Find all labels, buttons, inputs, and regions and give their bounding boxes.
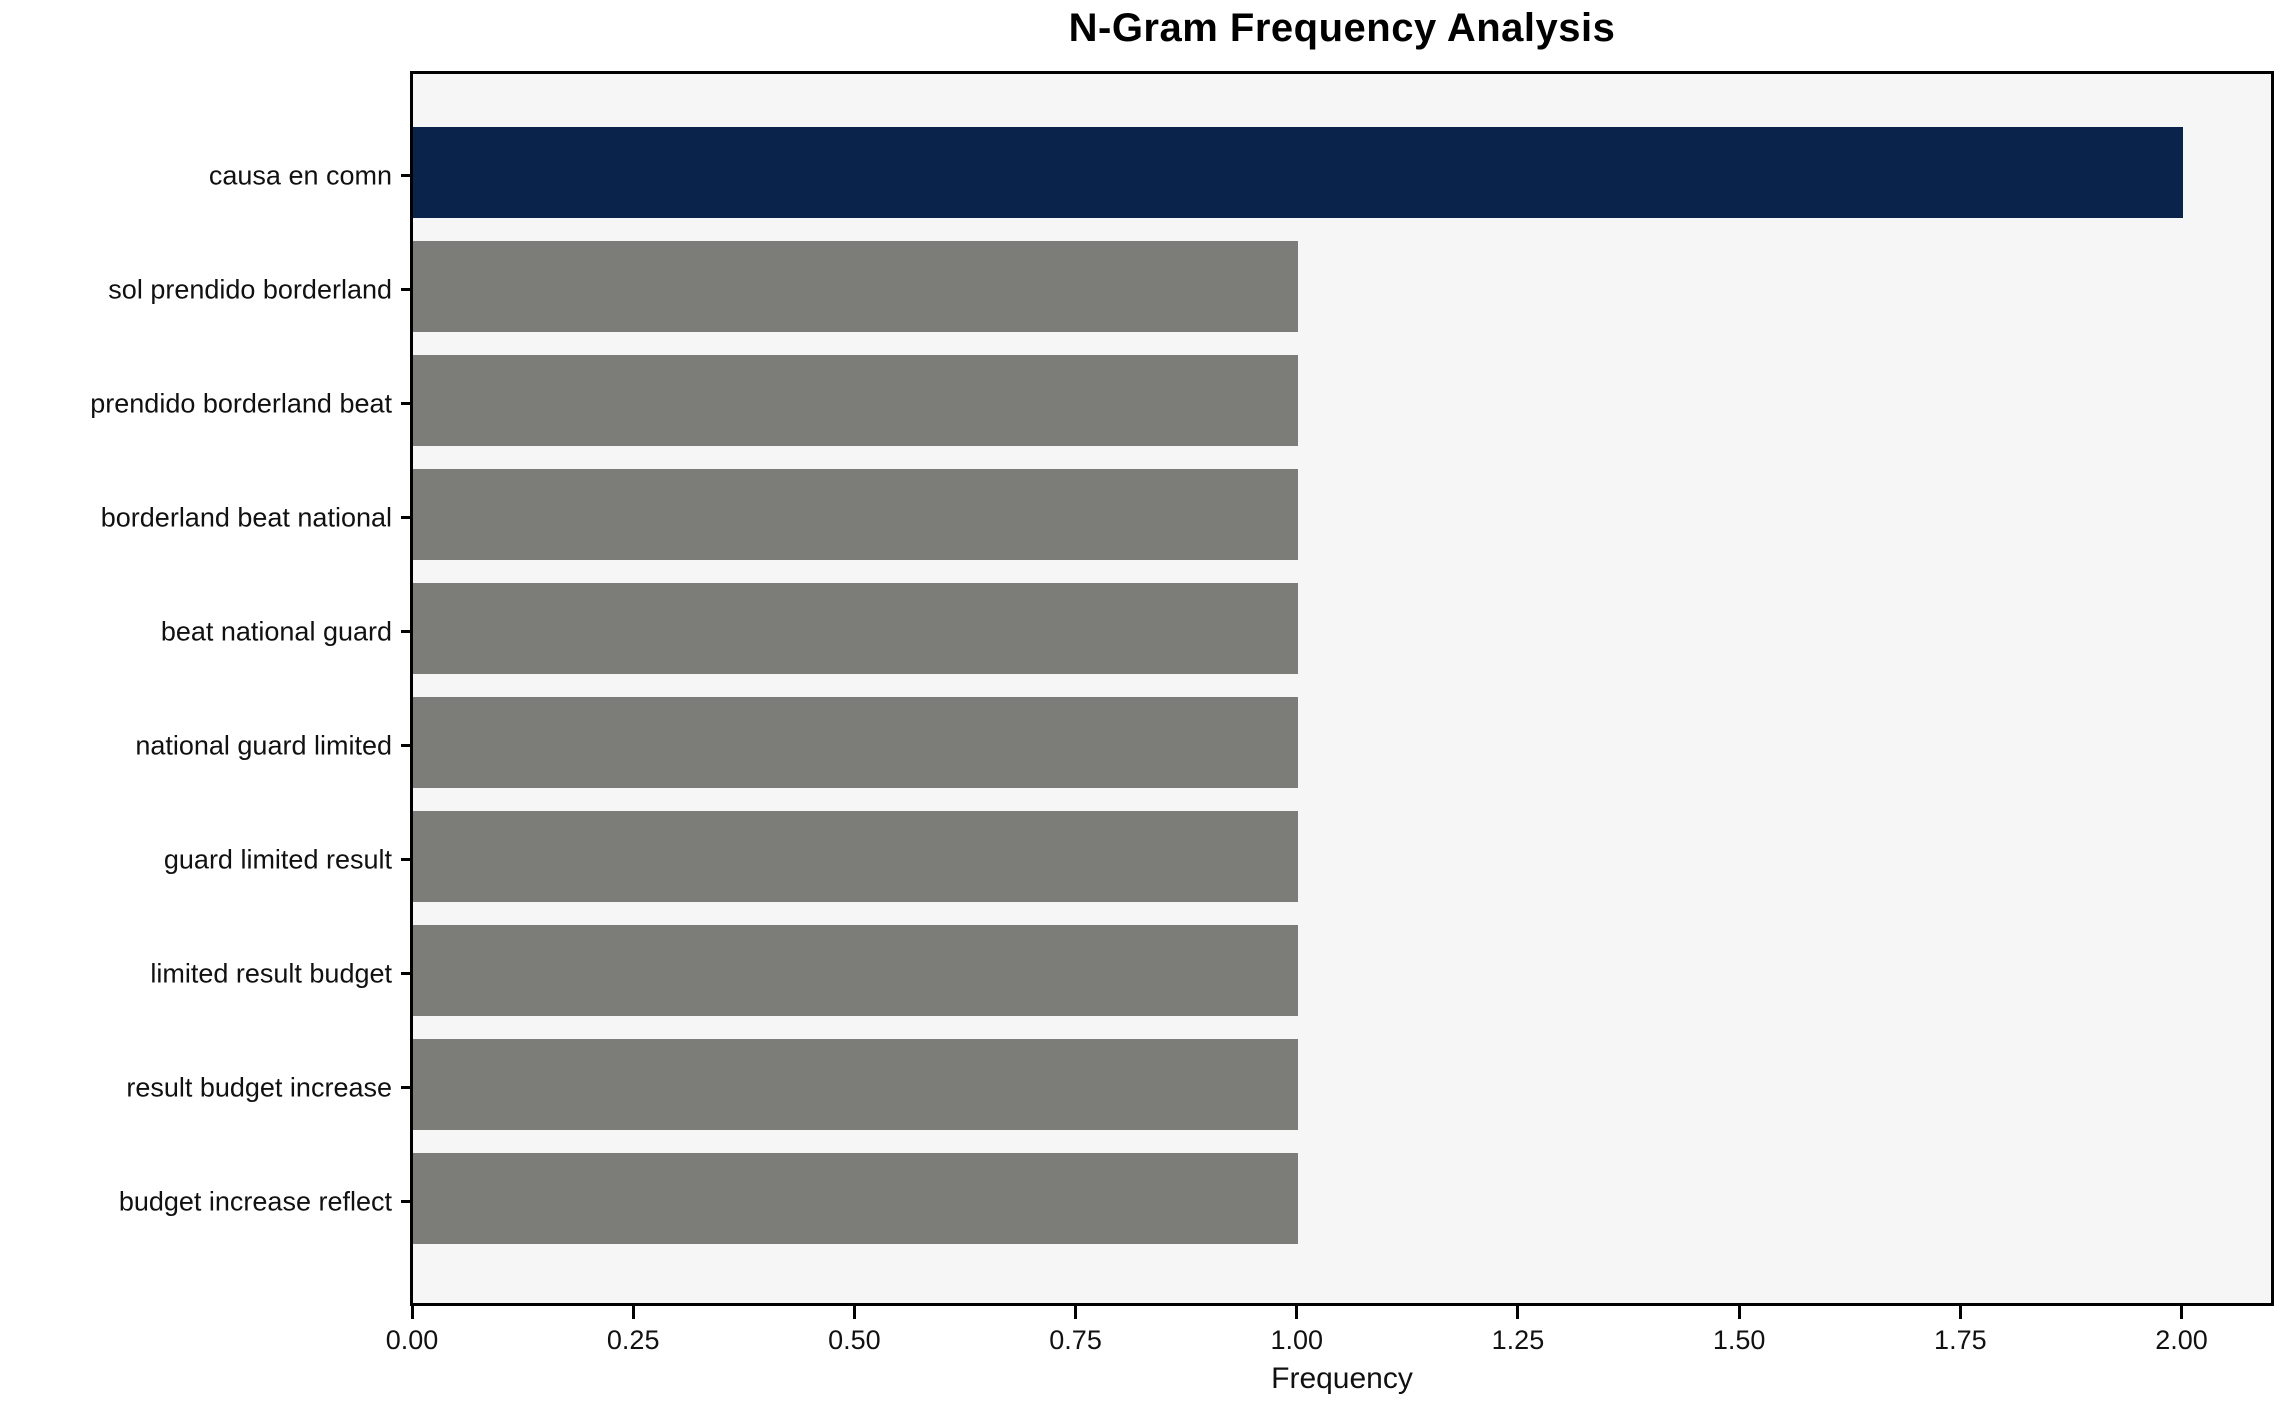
x-axis-tick-label: 1.50	[1712, 1325, 1766, 1355]
chart-title: N-Gram Frequency Analysis	[1068, 6, 1616, 50]
x-tick-mark	[852, 1306, 856, 1319]
y-axis-label: budget increase reflect	[118, 1186, 392, 1216]
y-axis-label: borderland beat national	[100, 502, 392, 532]
x-axis-title: Frequency	[1271, 1362, 1413, 1395]
x-tick-mark	[631, 1306, 635, 1319]
x-axis-tick-label: 0.00	[385, 1325, 439, 1355]
x-tick-mark	[1295, 1306, 1299, 1319]
bar	[413, 241, 1298, 332]
x-axis-tick-label: 1.00	[1270, 1325, 1324, 1355]
bar	[413, 811, 1298, 902]
y-axis-label: beat national guard	[160, 616, 392, 646]
y-axis-label: limited result budget	[150, 958, 392, 988]
x-axis-tick-label: 0.75	[1049, 1325, 1102, 1355]
y-axis-label: national guard limited	[135, 730, 392, 760]
bar	[413, 1153, 1298, 1244]
plot-area	[410, 71, 2274, 1306]
x-axis-tick-label: 0.25	[606, 1325, 660, 1355]
y-axis-label: sol prendido borderland	[108, 274, 392, 304]
x-axis-tick-label: 1.25	[1491, 1325, 1545, 1355]
x-tick-mark	[1958, 1306, 1962, 1319]
x-tick-mark	[1516, 1306, 1520, 1319]
bar	[413, 127, 2183, 218]
x-axis-tick-label: 1.75	[1934, 1325, 1987, 1355]
bar	[413, 583, 1298, 674]
y-axis-label: prendido borderland beat	[90, 388, 392, 418]
x-tick-mark	[2180, 1306, 2184, 1319]
x-tick-mark	[1074, 1306, 1078, 1319]
bar	[413, 697, 1298, 788]
x-tick-mark	[410, 1306, 414, 1319]
y-axis-label: causa en comn	[208, 160, 392, 190]
x-tick-mark	[1737, 1306, 1741, 1319]
y-axis-label: result budget increase	[126, 1072, 392, 1102]
x-axis-tick-label: 2.00	[2155, 1325, 2208, 1355]
bar	[413, 925, 1298, 1016]
bars-container	[413, 74, 2271, 1303]
bar	[413, 469, 1298, 560]
x-axis-tick-label: 0.50	[828, 1325, 881, 1355]
bar	[413, 355, 1298, 446]
y-axis-label: guard limited result	[163, 844, 392, 874]
bar	[413, 1039, 1298, 1130]
